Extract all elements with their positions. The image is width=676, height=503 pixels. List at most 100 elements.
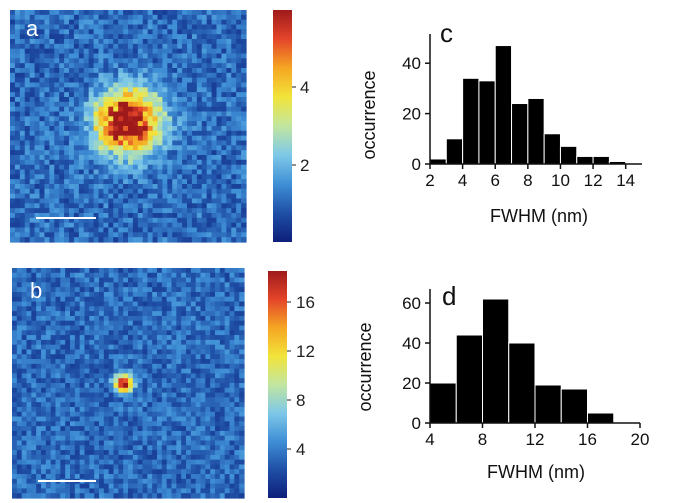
heatmap-pixel	[14, 77, 21, 84]
heatmap-pixel	[31, 354, 37, 360]
heatmap-pixel	[231, 106, 237, 113]
heatmap-pixel	[16, 493, 23, 499]
heatmap-pixel	[65, 397, 71, 403]
heatmap-pixel	[147, 349, 153, 355]
heatmap-pixel	[132, 203, 139, 209]
heatmap-pixel	[60, 483, 66, 490]
heatmap-pixel	[29, 232, 36, 238]
heatmap-pixel	[69, 130, 75, 137]
heatmap-pixel	[64, 14, 70, 21]
heatmap-pixel	[190, 450, 197, 456]
heatmap-pixel	[84, 277, 90, 283]
heatmap-pixel	[34, 179, 41, 185]
heatmap-pixel	[10, 232, 16, 238]
heatmap-pixel	[69, 92, 75, 98]
heatmap-pixel	[108, 378, 115, 384]
heatmap-pixel	[152, 208, 159, 214]
heatmap-pixel	[108, 325, 115, 331]
heatmap-pixel	[234, 339, 240, 346]
heatmap-pixel	[152, 349, 158, 355]
heatmap-pixel	[73, 213, 80, 219]
heatmap-pixel	[54, 140, 60, 146]
heatmap-pixel	[157, 306, 163, 312]
heatmap-pixel	[55, 282, 61, 288]
heatmap-pixel	[103, 24, 109, 30]
heatmap-pixel	[88, 24, 95, 30]
heatmap-pixel	[89, 335, 95, 341]
heatmap-pixel	[152, 140, 159, 146]
heatmap-pixel	[137, 387, 144, 394]
heatmap-pixel	[219, 296, 226, 303]
heatmap-pixel	[176, 306, 182, 312]
heatmap-pixel	[221, 106, 227, 113]
heatmap-pixel	[12, 464, 18, 470]
heatmap-pixel	[34, 145, 41, 151]
heatmap-pixel	[84, 445, 90, 451]
heatmap-pixel	[55, 277, 61, 283]
heatmap-pixel	[162, 106, 168, 113]
heatmap-pixel	[241, 159, 247, 166]
heatmap-pixel	[10, 193, 16, 200]
heatmap-pixel	[123, 272, 129, 279]
heatmap-pixel	[142, 392, 148, 398]
heatmap-pixel	[200, 330, 206, 336]
heatmap-pixel	[69, 14, 75, 21]
heatmap-pixel	[39, 116, 46, 122]
heatmap-pixel	[219, 450, 226, 456]
heatmap-pixel	[49, 106, 55, 113]
heatmap-pixel	[132, 140, 139, 146]
heatmap-pixel	[236, 77, 242, 84]
heatmap-pixel	[74, 335, 81, 341]
heatmap-pixel	[187, 121, 193, 127]
heatmap-pixel	[93, 184, 100, 190]
heatmap-pixel	[176, 368, 182, 375]
heatmap-pixel	[24, 184, 31, 190]
heatmap-pixel	[36, 344, 42, 351]
heatmap-pixel	[108, 277, 115, 283]
heatmap-pixel	[234, 296, 240, 303]
heatmap-pixel	[69, 164, 75, 171]
heatmap-pixel	[49, 155, 55, 161]
heatmap-pixel	[166, 354, 173, 360]
histogram-c-ylabel: occurrence	[359, 70, 379, 159]
heatmap-pixel	[94, 469, 100, 475]
heatmap-pixel	[45, 363, 52, 370]
heatmap-pixel	[79, 368, 86, 375]
heatmap-pixel	[65, 440, 71, 446]
heatmap-pixel	[221, 101, 227, 108]
heatmap-pixel	[49, 237, 55, 243]
heatmap-pixel	[239, 440, 245, 446]
heatmap-pixel	[31, 325, 37, 331]
heatmap-pixel	[147, 277, 153, 283]
heatmap-pixel	[10, 237, 16, 243]
heatmap-pixel	[236, 82, 242, 88]
heatmap-pixel	[55, 445, 61, 451]
heatmap-pixel	[84, 315, 90, 322]
heatmap-pixel	[94, 392, 100, 398]
heatmap-pixel	[142, 227, 149, 233]
heatmap-pixel	[123, 301, 129, 307]
heatmap-pixel	[152, 217, 159, 224]
heatmap-pixel	[79, 430, 86, 437]
heatmap-pixel	[201, 150, 208, 156]
heatmap-pixel	[182, 169, 188, 175]
heatmap-pixel	[103, 450, 110, 456]
heatmap-pixel	[128, 411, 134, 418]
heatmap-pixel	[108, 411, 115, 418]
heatmap-pixel	[59, 179, 65, 185]
heatmap-pixel	[45, 296, 52, 303]
heatmap-pixel	[206, 14, 213, 21]
heatmap-pixel	[88, 130, 95, 137]
heatmap-pixel	[182, 198, 188, 204]
heatmap-pixel	[229, 493, 235, 499]
heatmap-pixel	[187, 34, 193, 40]
heatmap-pixel	[123, 135, 129, 142]
heatmap-pixel	[171, 306, 177, 312]
heatmap-pixel	[215, 469, 221, 475]
heatmap-pixel	[78, 116, 85, 122]
heatmap-pixel	[59, 111, 65, 117]
heatmap-pixel	[206, 43, 213, 50]
heatmap-pixel	[182, 39, 188, 45]
heatmap-pixel	[83, 145, 90, 151]
heatmap-pixel	[26, 306, 32, 312]
